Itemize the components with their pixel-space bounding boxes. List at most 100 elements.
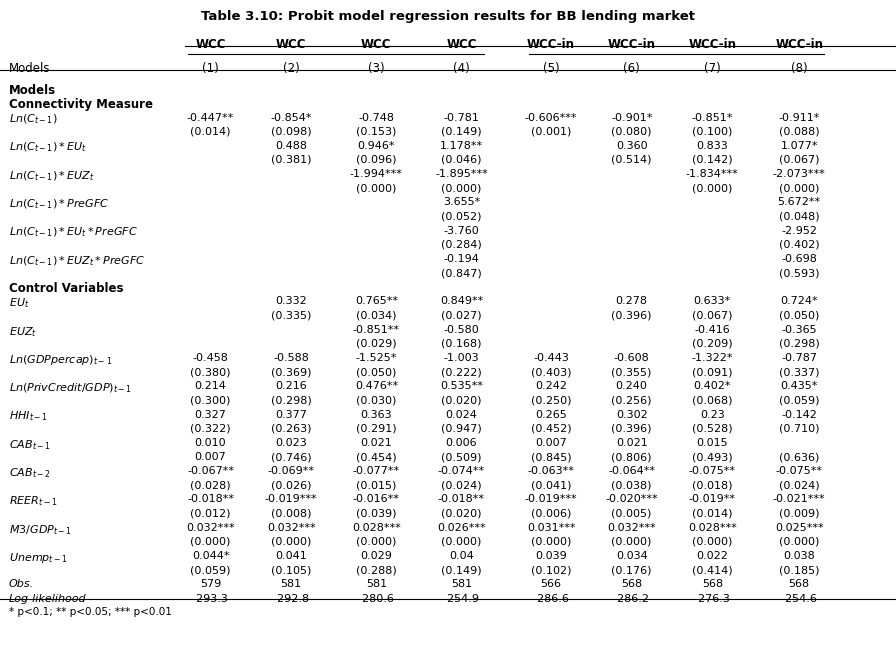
Text: 581: 581: [280, 579, 302, 590]
Text: (0.048): (0.048): [779, 211, 820, 222]
Text: 0.242: 0.242: [535, 381, 567, 392]
Text: (0.322): (0.322): [190, 424, 231, 434]
Text: $Ln(C_{t-1}) * PreGFC$: $Ln(C_{t-1}) * PreGFC$: [9, 197, 109, 211]
Text: Connectivity Measure: Connectivity Measure: [9, 98, 153, 111]
Text: (0.710): (0.710): [779, 424, 820, 434]
Text: (0.176): (0.176): [611, 565, 652, 575]
Text: (0.050): (0.050): [356, 367, 397, 377]
Text: 3.655*: 3.655*: [443, 197, 480, 207]
Text: (0.000): (0.000): [190, 537, 231, 547]
Text: WCC: WCC: [446, 38, 477, 51]
Text: (0.000): (0.000): [692, 183, 733, 193]
Text: -0.698: -0.698: [781, 254, 817, 264]
Text: $REER_{t-1}$: $REER_{t-1}$: [9, 494, 57, 508]
Text: (0.009): (0.009): [779, 509, 820, 519]
Text: 0.034: 0.034: [616, 551, 648, 561]
Text: (0.034): (0.034): [356, 311, 397, 320]
Text: 579: 579: [200, 579, 221, 590]
Text: (0.059): (0.059): [779, 395, 820, 405]
Text: (0.008): (0.008): [271, 509, 312, 519]
Text: -0.069**: -0.069**: [268, 466, 314, 476]
Text: -3.760: -3.760: [444, 226, 479, 236]
Text: (0.185): (0.185): [779, 565, 820, 575]
Text: -1.895***: -1.895***: [435, 169, 487, 179]
Text: -0.074**: -0.074**: [438, 466, 485, 476]
Text: (0.068): (0.068): [692, 395, 733, 405]
Text: (0.380): (0.380): [190, 367, 231, 377]
Text: 0.833: 0.833: [696, 141, 728, 151]
Text: 0.021: 0.021: [360, 438, 392, 448]
Text: (4): (4): [453, 62, 470, 75]
Text: (0.514): (0.514): [611, 155, 652, 165]
Text: $Ln(C_{t-1}) * EU_t * PreGFC$: $Ln(C_{t-1}) * EU_t * PreGFC$: [9, 226, 138, 240]
Text: -0.606***: -0.606***: [525, 113, 577, 122]
Text: 0.032***: 0.032***: [267, 522, 315, 533]
Text: 0.332: 0.332: [275, 296, 307, 307]
Text: -0.075**: -0.075**: [776, 466, 823, 476]
Text: -0.365: -0.365: [781, 324, 817, 335]
Text: (0.098): (0.098): [271, 126, 312, 137]
Text: 568: 568: [702, 579, 723, 590]
Text: -0.019***: -0.019***: [525, 494, 577, 505]
Text: -0.854*: -0.854*: [271, 113, 312, 122]
Text: -0.781: -0.781: [444, 113, 479, 122]
Text: (0.024): (0.024): [441, 480, 482, 490]
Text: $Ln(C_{t-1})$: $Ln(C_{t-1})$: [9, 113, 57, 126]
Text: (5): (5): [543, 62, 559, 75]
Text: (0.142): (0.142): [692, 155, 733, 165]
Text: -254.9: -254.9: [444, 594, 479, 603]
Text: -286.2: -286.2: [614, 594, 650, 603]
Text: (0.006): (0.006): [530, 509, 572, 519]
Text: Control Variables: Control Variables: [9, 282, 124, 295]
Text: 5.672**: 5.672**: [778, 197, 821, 207]
Text: -0.458: -0.458: [193, 353, 228, 363]
Text: (0.414): (0.414): [692, 565, 733, 575]
Text: (0.024): (0.024): [779, 480, 820, 490]
Text: 0.022: 0.022: [696, 551, 728, 561]
Text: 0.402*: 0.402*: [694, 381, 731, 392]
Text: (0.014): (0.014): [692, 509, 733, 519]
Text: 0.214: 0.214: [194, 381, 227, 392]
Text: 0.023: 0.023: [275, 438, 307, 448]
Text: -0.901*: -0.901*: [611, 113, 652, 122]
Text: Log-likelihood: Log-likelihood: [9, 594, 87, 603]
Text: 0.302: 0.302: [616, 409, 648, 420]
Text: (0.000): (0.000): [441, 537, 482, 547]
Text: WCC: WCC: [361, 38, 392, 51]
Text: 581: 581: [366, 579, 387, 590]
Text: 0.327: 0.327: [194, 409, 227, 420]
Text: 0.946*: 0.946*: [358, 141, 395, 151]
Text: $Ln(C_{t-1}) * EU_t$: $Ln(C_{t-1}) * EU_t$: [9, 141, 87, 155]
Text: 0.377: 0.377: [275, 409, 307, 420]
Text: 0.015: 0.015: [696, 438, 728, 448]
Text: (0.041): (0.041): [530, 480, 572, 490]
Text: 0.029: 0.029: [360, 551, 392, 561]
Text: 1.077*: 1.077*: [780, 141, 818, 151]
Text: -0.018**: -0.018**: [187, 494, 234, 505]
Text: -1.994***: -1.994***: [349, 169, 403, 179]
Text: -0.018**: -0.018**: [438, 494, 485, 505]
Text: 0.04: 0.04: [449, 551, 474, 561]
Text: -1.003: -1.003: [444, 353, 479, 363]
Text: (0.000): (0.000): [692, 537, 733, 547]
Text: 0.240: 0.240: [616, 381, 648, 392]
Text: (0.000): (0.000): [779, 183, 820, 193]
Text: -2.073***: -2.073***: [773, 169, 825, 179]
Text: * p<0.1; ** p<0.05; *** p<0.01: * p<0.1; ** p<0.05; *** p<0.01: [9, 607, 172, 617]
Text: (0.080): (0.080): [611, 126, 652, 137]
Text: (0.454): (0.454): [356, 452, 397, 462]
Text: WCC: WCC: [276, 38, 306, 51]
Text: (0.284): (0.284): [441, 240, 482, 250]
Text: -292.8: -292.8: [273, 594, 309, 603]
Text: 0.278: 0.278: [616, 296, 648, 307]
Text: 0.435*: 0.435*: [780, 381, 818, 392]
Text: $HHI_{t-1}$: $HHI_{t-1}$: [9, 409, 47, 423]
Text: (0.355): (0.355): [611, 367, 652, 377]
Text: (0.102): (0.102): [530, 565, 572, 575]
Text: (0.381): (0.381): [271, 155, 312, 165]
Text: (0.403): (0.403): [530, 367, 572, 377]
Text: (0.000): (0.000): [530, 537, 572, 547]
Text: -254.6: -254.6: [781, 594, 817, 603]
Text: $EU_t$: $EU_t$: [9, 296, 30, 310]
Text: 568: 568: [788, 579, 810, 590]
